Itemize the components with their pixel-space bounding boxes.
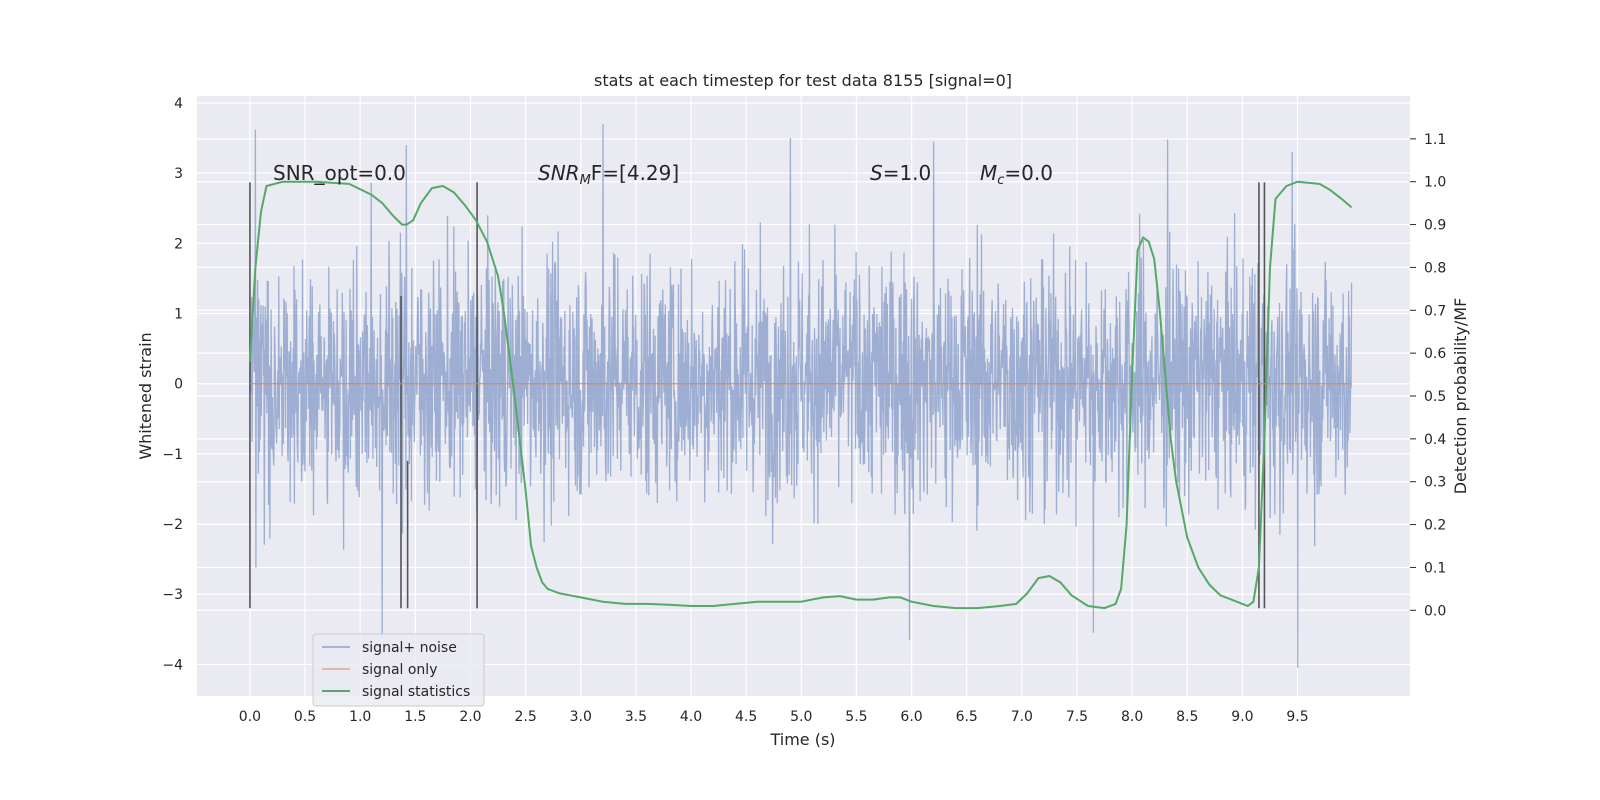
x-tick-label: 4.0	[680, 709, 702, 725]
x-tick-label: 8.0	[1121, 709, 1143, 725]
annotation-mc-subscript: c	[997, 173, 1004, 188]
x-tick-label: 6.0	[900, 709, 922, 725]
y2-tick-label: 0.9	[1424, 218, 1446, 234]
x-tick-label: 7.5	[1066, 709, 1088, 725]
x-tick-label: 8.5	[1176, 709, 1198, 725]
series-signal-statistics	[248, 180, 1353, 610]
x-tick-label: 2.0	[459, 709, 481, 725]
y2-tick-label: 1.0	[1424, 175, 1446, 191]
annotation-mc: Mc=0.0	[980, 161, 1053, 188]
annotation-mc-value: =0.0	[1004, 161, 1053, 185]
annotation-s: S=1.0	[870, 161, 931, 185]
series-signal-noise	[249, 124, 1353, 668]
y2-tick-label: 0.3	[1424, 475, 1446, 491]
annotation-snr-mf-subscript: M	[580, 173, 591, 188]
x-tick-label: 5.5	[845, 709, 867, 725]
y2-axis-label: Detection probability/MF	[1451, 298, 1470, 495]
y2-tick-label: 0.7	[1424, 303, 1446, 319]
y-tick-label: 1	[174, 307, 183, 323]
x-tick-label: 3.0	[570, 709, 592, 725]
y2-tick-label: 0.0	[1424, 603, 1446, 619]
marker-lines	[249, 182, 1266, 609]
y-axis-label: Whitened strain	[136, 332, 155, 459]
x-tick-label: 6.5	[956, 709, 978, 725]
annotation-snr-opt: SNR_opt=0.0	[273, 161, 406, 185]
signal-noise-line	[249, 124, 1353, 668]
x-tick-label: 1.5	[404, 709, 426, 725]
x-ticks: 0.0 0.5 1.0 1.5 2.0 2.5 3.0 3.5 4.0 4.5 5.0 5.5 6.0 6…	[239, 709, 1309, 725]
y2-ticks: 1.1 1.0 0.9 0.8 0.7 0.6 0.5 0.4 0.3 0.2 0.1 0.0	[1410, 132, 1446, 619]
x-tick-label: 4.5	[735, 709, 757, 725]
x-tick-label: 3.5	[625, 709, 647, 725]
y-ticks: 4 3 2 1 0 −1 −2 −3 −4	[162, 96, 183, 673]
legend: signal+ noise signal only signal statist…	[312, 633, 485, 707]
legend-label-signal-statistics: signal statistics	[362, 684, 470, 700]
annotation-snr-mf-value: F=[4.29]	[591, 161, 679, 185]
y-tick-label: 2	[174, 236, 183, 252]
x-tick-label: 1.0	[349, 709, 371, 725]
chart-title: stats at each timestep for test data 815…	[594, 71, 1012, 90]
y-tick-label: 3	[174, 166, 183, 182]
x-tick-label: 2.5	[514, 709, 536, 725]
annotation-s-symbol: S	[870, 161, 883, 185]
y-tick-label: −3	[162, 587, 183, 603]
y-tick-label: 0	[174, 377, 183, 393]
y2-tick-label: 0.6	[1424, 346, 1446, 362]
annotation-snr-mf-symbol: SNR	[538, 161, 580, 185]
annotation-mc-symbol: M	[980, 161, 997, 185]
y-tick-label: −2	[162, 517, 183, 533]
y2-tick-label: 1.1	[1424, 132, 1446, 148]
y2-tick-label: 0.2	[1424, 518, 1446, 534]
x-tick-label: 7.0	[1011, 709, 1033, 725]
x-tick-label: 5.0	[790, 709, 812, 725]
y2-tick-label: 0.5	[1424, 389, 1446, 405]
x-tick-label: 0.0	[239, 709, 261, 725]
annotations: SNR_opt=0.0 SNRMF=[4.29] S=1.0 Mc=0.0	[273, 161, 1053, 188]
y2-tick-label: 0.8	[1424, 260, 1446, 276]
y-tick-label: −1	[162, 447, 183, 463]
y-tick-label: 4	[174, 96, 183, 112]
y2-tick-label: 0.4	[1424, 432, 1446, 448]
y2-tick-label: 0.1	[1424, 560, 1446, 576]
x-axis-label: Time (s)	[769, 730, 835, 749]
legend-label-signal-noise: signal+ noise	[362, 640, 457, 656]
x-tick-label: 9.5	[1286, 709, 1308, 725]
annotation-snr-mf: SNRMF=[4.29]	[538, 161, 679, 188]
legend-label-signal-only: signal only	[362, 662, 437, 678]
y-tick-label: −4	[162, 657, 183, 673]
legend-box	[312, 633, 485, 707]
signal-statistics-line	[248, 180, 1353, 610]
x-tick-label: 9.0	[1231, 709, 1253, 725]
annotation-s-value: =1.0	[883, 161, 932, 185]
x-tick-label: 0.5	[294, 709, 316, 725]
